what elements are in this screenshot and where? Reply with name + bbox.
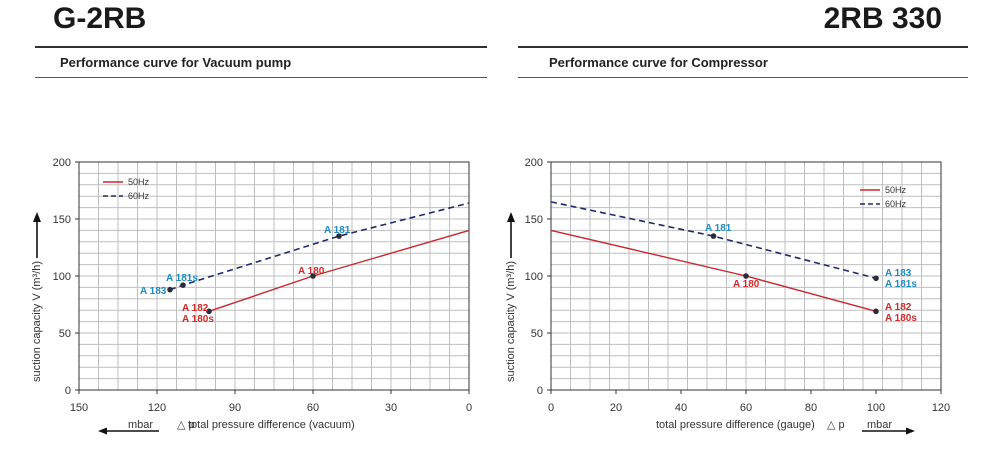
chart1-delta-p-symbol: △ p xyxy=(177,419,195,431)
chart2-y-tick-label: 50 xyxy=(531,328,543,340)
chart2-x-unit-label: mbar xyxy=(867,419,892,431)
chart1-x-arrow-head xyxy=(98,427,107,435)
chart1-point-label: A 181s xyxy=(166,273,198,284)
chart2-point-label: A 181s xyxy=(885,279,917,290)
chart1-point-label: A 180s xyxy=(182,314,214,325)
chart2-point-label: A 180s xyxy=(885,313,917,324)
chart1-y-tick-label: 100 xyxy=(53,271,71,283)
chart1-x-tick-label: 0 xyxy=(466,402,472,414)
chart1-y-tick-label: 0 xyxy=(65,385,71,397)
chart2-point-label: A 182 xyxy=(885,302,912,313)
header-rule-left xyxy=(35,46,487,48)
subtitle-rule-left xyxy=(35,77,487,78)
chart2-point-label: A 183 xyxy=(885,268,912,279)
subtitle-rule-right xyxy=(518,77,968,78)
chart2-x-tick-label: 20 xyxy=(610,402,622,414)
header-rule-right xyxy=(518,46,968,48)
subtitle-left: Performance curve for Vacuum pump xyxy=(60,55,292,70)
chart2-x-tick-label: 80 xyxy=(805,402,817,414)
chart1-x-tick-label: 150 xyxy=(70,402,88,414)
chart1-point-label: A 181 xyxy=(324,225,351,236)
chart1-x-tick-label: 90 xyxy=(229,402,241,414)
chart1-y-tick-label: 150 xyxy=(53,214,71,226)
chart1-y-tick-label: 50 xyxy=(59,328,71,340)
chart2-operating-point xyxy=(873,275,879,282)
chart1-point-label: A 183 xyxy=(140,286,167,297)
chart1-y-arrow-head xyxy=(33,212,41,222)
chart2-x-tick-label: 60 xyxy=(740,402,752,414)
chart2-legend-label-60hz: 60Hz xyxy=(885,199,907,209)
chart1-x-tick-label: 120 xyxy=(148,402,166,414)
chart2-point-label: A 181 xyxy=(705,223,732,234)
chart2-operating-point xyxy=(873,308,879,315)
chart1-operating-point xyxy=(180,282,186,288)
chart2-x-axis-label: total pressure difference (gauge) xyxy=(656,419,815,431)
chart1-point-label: A 182 xyxy=(182,303,209,314)
chart1-point-label: A 180 xyxy=(298,266,325,277)
chart2-operating-point xyxy=(743,273,749,279)
chart1-series-60hz-line xyxy=(169,202,470,291)
chart2-x-tick-label: 120 xyxy=(932,402,950,414)
chart2-x-tick-label: 40 xyxy=(675,402,687,414)
page-title-left: G-2RB xyxy=(53,2,147,35)
chart1-x-tick-label: 30 xyxy=(385,402,397,414)
chart2-point-label: A 180 xyxy=(733,279,760,290)
chart2-x-tick-label: 100 xyxy=(867,402,885,414)
page-title-right: 2RB 330 xyxy=(823,2,942,35)
chart1-operating-point xyxy=(310,273,316,279)
chart2-x-tick-label: 0 xyxy=(548,402,554,414)
chart2-y-tick-label: 200 xyxy=(525,157,543,169)
chart1-operating-point xyxy=(336,233,342,239)
chart1-legend-label-50hz: 50Hz xyxy=(128,177,150,187)
chart1-y-axis-label: suction capacity V (m³/h) xyxy=(31,261,43,382)
chart1-x-unit-label: mbar xyxy=(128,419,153,431)
chart2-series-60hz-line xyxy=(550,201,877,280)
chart2-y-tick-label: 0 xyxy=(537,385,543,397)
chart2-y-tick-label: 100 xyxy=(525,271,543,283)
chart2-operating-point xyxy=(710,233,717,239)
chart1-x-tick-label: 60 xyxy=(307,402,319,414)
chart1-y-tick-label: 200 xyxy=(53,157,71,169)
subtitle-right: Performance curve for Compressor xyxy=(549,55,768,70)
chart1-operating-point xyxy=(206,308,212,315)
chart2-x-arrow-head xyxy=(906,427,915,435)
chart2-y-tick-label: 150 xyxy=(525,214,543,226)
chart2-legend-label-50hz: 50Hz xyxy=(885,185,907,195)
chart2-delta-p-symbol: △ p xyxy=(827,419,845,431)
chart1-legend-label-60hz: 60Hz xyxy=(128,191,150,201)
chart2-y-axis-label: suction capacity V (m³/h) xyxy=(505,261,517,382)
chart1-x-axis-label: total pressure difference (vacuum) xyxy=(188,419,355,431)
chart1-operating-point xyxy=(167,286,173,293)
chart2-y-arrow-head xyxy=(507,212,515,222)
